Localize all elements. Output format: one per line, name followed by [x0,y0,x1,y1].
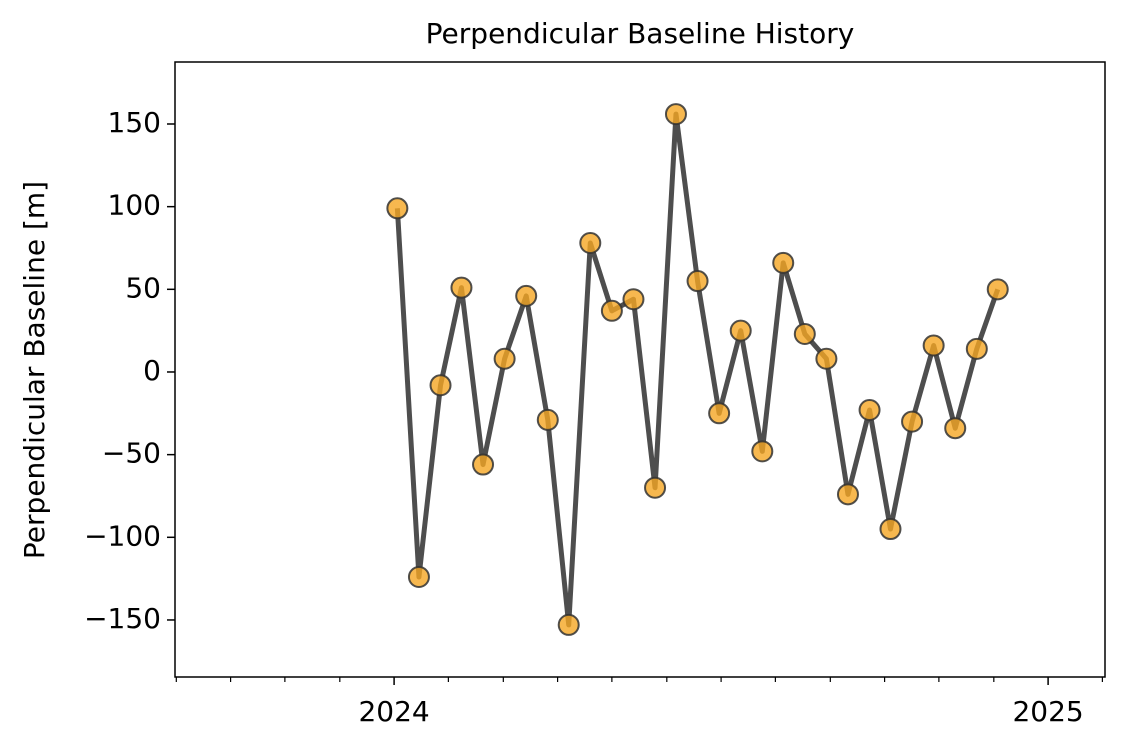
data-point [751,440,774,463]
data-point [644,476,667,499]
y-tick-label: 50 [125,271,161,304]
data-point [986,278,1009,301]
y-tick-label: −150 [84,602,161,635]
data-point [536,408,559,431]
plot-frame [174,61,1106,678]
data-point [858,399,881,422]
data-point [622,288,645,311]
data-point [708,402,731,425]
data-point [386,197,409,220]
data-point [664,103,687,126]
data-point [879,518,902,541]
data-point [793,322,816,345]
x-tick-label: 2025 [1012,695,1083,728]
data-point [429,374,452,397]
y-tick-label: −50 [102,437,161,470]
data-point [922,334,945,357]
data-point [493,347,516,370]
data-point [557,613,580,636]
data-point [515,284,538,307]
data-point [965,337,988,360]
y-tick-label: −100 [84,519,161,552]
data-point [579,232,602,255]
data-point [836,483,859,506]
chart-title: Perpendicular Baseline History [426,17,855,50]
data-point [472,453,495,476]
data-point [600,299,623,322]
x-tick-label: 2024 [358,695,429,728]
data-point [450,276,473,299]
data-point [772,251,795,274]
data-point [407,565,430,588]
data-point [815,347,838,370]
data-point [729,319,752,342]
data-point [901,410,924,433]
series-line [394,111,1001,628]
y-axis-label: Perpendicular Baseline [m] [18,181,51,559]
data-point [686,270,709,293]
y-tick-label: 150 [108,106,161,139]
data-point [944,417,967,440]
y-tick-label: 0 [143,354,161,387]
y-tick-label: 100 [108,189,161,222]
